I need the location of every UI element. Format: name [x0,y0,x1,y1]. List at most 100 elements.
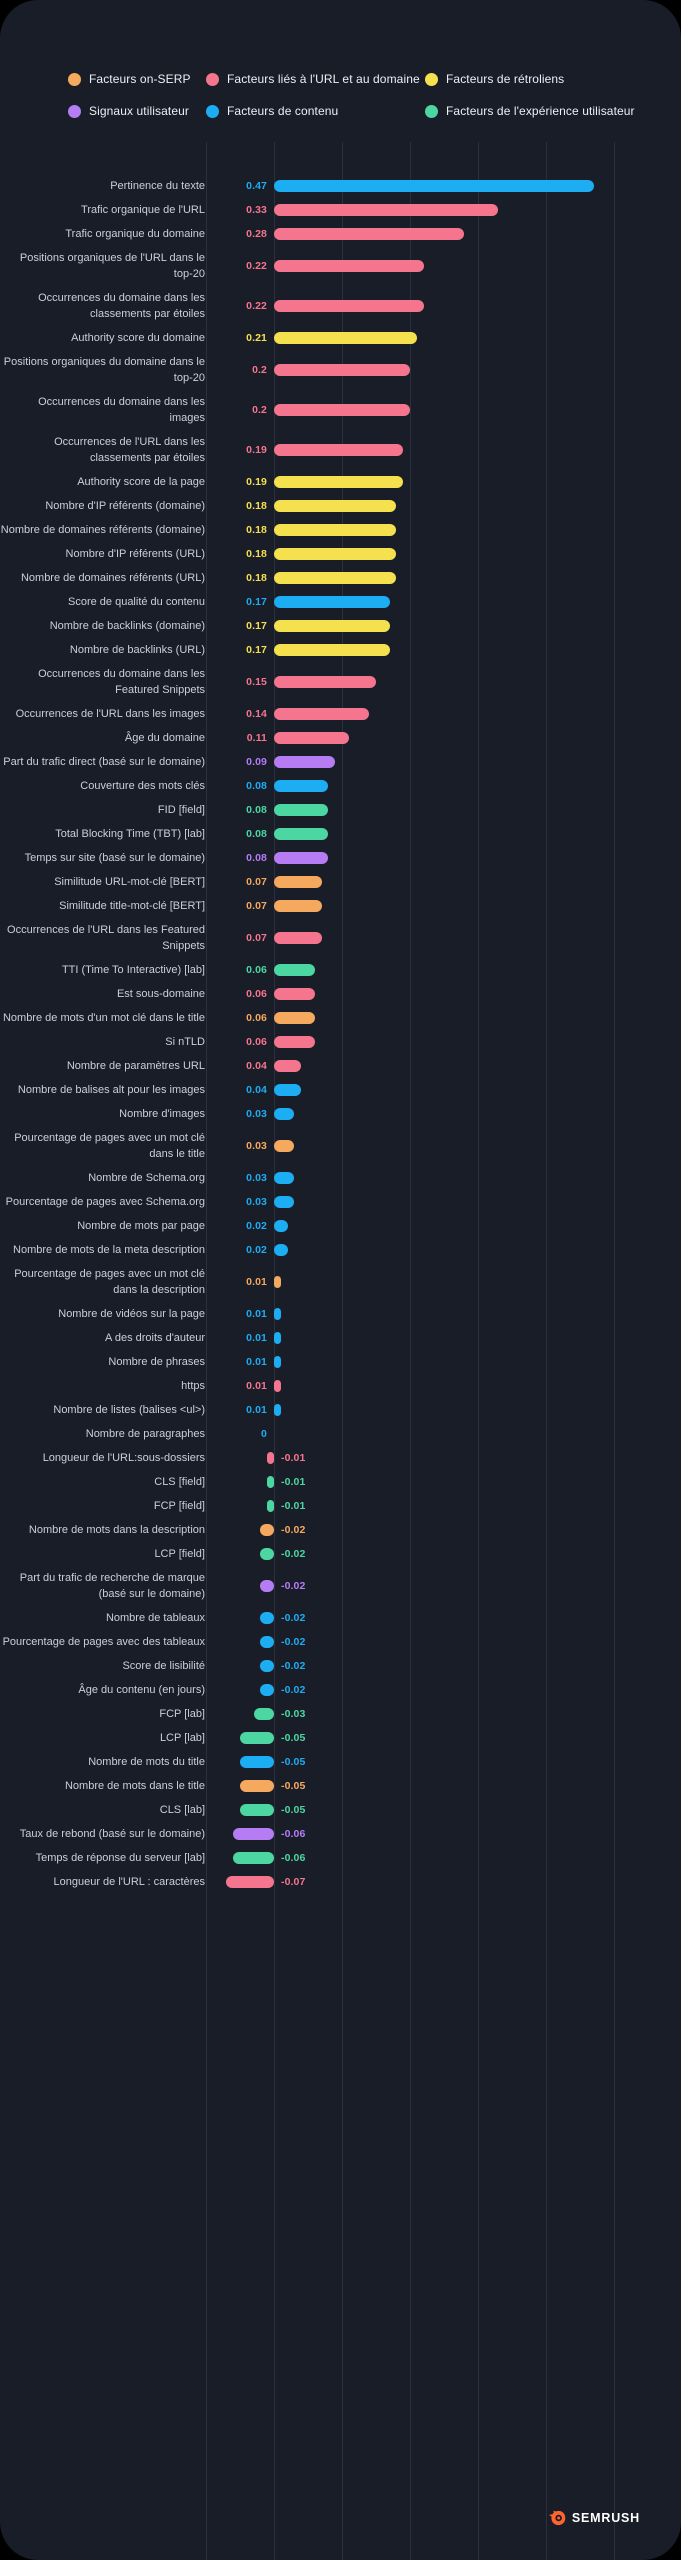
row-label: CLS [field] [154,1476,205,1488]
row-value: 0.06 [246,964,267,976]
bar [240,1756,274,1768]
row-label: Nombre de vidéos sur la page [58,1308,205,1320]
bar [274,780,329,792]
bar [274,804,329,816]
chart-row: Nombre de mots d'un mot clé dans le titl… [0,1006,681,1030]
chart-row: Nombre d'IP référents (domaine) 0.18 [0,494,681,518]
row-label: Total Blocking Time (TBT) [lab] [55,828,205,840]
bar [274,1172,295,1184]
legend-label: Facteurs de rétroliens [446,72,565,86]
chart-row: Nombre de paragraphes 0 [0,1422,681,1446]
row-value: 0.18 [246,548,267,560]
row-label: TTI (Time To Interactive) [lab] [61,964,205,976]
row-value: 0.08 [246,804,267,816]
chart-row: Pourcentage de pages avec des tableaux -0… [0,1630,681,1654]
bar [274,676,376,688]
row-value: 0.09 [246,756,267,768]
bar [240,1780,274,1792]
row-label: Occurrences du domaine dans les Featured… [38,668,205,696]
bar [260,1580,274,1592]
url-dot-icon [206,72,219,86]
bar [240,1732,274,1744]
row-value: 0.08 [246,828,267,840]
bar [274,500,397,512]
bar [240,1804,274,1816]
chart-row: Nombre de vidéos sur la page 0.01 [0,1302,681,1326]
row-value: 0.02 [246,1244,267,1256]
row-value: 0.06 [246,1036,267,1048]
row-label: Score de qualité du contenu [68,596,205,608]
chart-row: Nombre de listes (balises <ul>) 0.01 [0,1398,681,1422]
chart-row: Trafic organique du domaine 0.28 [0,222,681,246]
row-label: Âge du contenu (en jours) [78,1684,205,1696]
row-label: CLS [lab] [159,1804,205,1816]
row-value: 0.07 [246,876,267,888]
bar [274,332,417,344]
bar [274,260,424,272]
chart-row: Est sous-domaine 0.06 [0,982,681,1006]
bar [274,732,349,744]
row-label: Score de lisibilité [122,1660,205,1672]
row-value: 0.19 [246,444,267,456]
chart-row: Nombre de mots du title -0.05 [0,1750,681,1774]
row-value: 0.2 [252,364,267,376]
chart-rows: Pertinence du texte 0.47 Trafic organique … [0,142,681,1894]
row-value: -0.05 [281,1804,306,1816]
row-value: 0.17 [246,644,267,656]
chart-row: Similitude URL-mot-clé [BERT] 0.07 [0,870,681,894]
row-label: Nombre de mots dans le title [64,1780,205,1792]
row-value: -0.02 [281,1524,306,1536]
chart-row: Nombre de tableaux -0.02 [0,1606,681,1630]
row-value: -0.01 [281,1452,306,1464]
row-value: 0.18 [246,500,267,512]
chart-row: Nombre de backlinks (URL) 0.17 [0,638,681,662]
bar [260,1548,274,1560]
row-value: 0.22 [246,300,267,312]
bar [274,476,404,488]
row-label: Occurrences du domaine dans les classeme… [38,292,205,320]
chart-row: Pourcentage de pages avec un mot clé dan… [0,1126,681,1166]
row-value: -0.02 [281,1612,306,1624]
row-label: Taux de rebond (basé sur le domaine) [19,1828,205,1840]
gridline [614,142,615,2560]
bar [274,1084,302,1096]
legend-item-ux: Facteurs de l'expérience utilisateur [425,104,661,118]
bar [274,1308,281,1320]
row-value: -0.02 [281,1660,306,1672]
chart-row: Trafic organique de l'URL 0.33 [0,198,681,222]
bar [260,1612,274,1624]
row-value: 0.03 [246,1196,267,1208]
row-label: Temps sur site (basé sur le domaine) [24,852,205,864]
row-label: Trafic organique du domaine [65,228,205,240]
backlinks-dot-icon [425,72,438,86]
gridline [274,142,275,2560]
bar [274,900,322,912]
chart-row: FCP [lab] -0.03 [0,1702,681,1726]
row-label: Occurrences de l'URL dans les Featured S… [7,924,205,952]
legend-item-user: Signaux utilisateur [68,104,206,118]
row-value: 0.21 [246,332,267,344]
row-label: Authority score de la page [77,476,205,488]
legend: Facteurs on-SERP Facteurs liés à l'URL et… [68,72,661,118]
row-label: Nombre d'IP référents (domaine) [45,500,205,512]
chart-row: Nombre de mots par page 0.02 [0,1214,681,1238]
row-value: 0.08 [246,852,267,864]
row-value: 0.01 [246,1404,267,1416]
chart-row: Si nTLD 0.06 [0,1030,681,1054]
chart-row: Âge du domaine 0.11 [0,726,681,750]
bar [274,1108,295,1120]
chart-row: Occurrences de l'URL dans les Featured S… [0,918,681,958]
row-value: 0.01 [246,1332,267,1344]
chart-row: Nombre de domaines référents (domaine) 0.… [0,518,681,542]
legend-item-url: Facteurs liés à l'URL et au domaine [206,72,425,86]
bar [274,620,390,632]
semrush-logo: SEMRUSH [549,2510,640,2526]
chart-row: Nombre de mots dans le title -0.05 [0,1774,681,1798]
bar [274,1244,288,1256]
row-value: -0.03 [281,1708,306,1720]
row-value: -0.06 [281,1852,306,1864]
chart-row: Score de lisibilité -0.02 [0,1654,681,1678]
row-value: -0.07 [281,1876,306,1888]
content-dot-icon [206,104,219,118]
row-value: 0.07 [246,932,267,944]
